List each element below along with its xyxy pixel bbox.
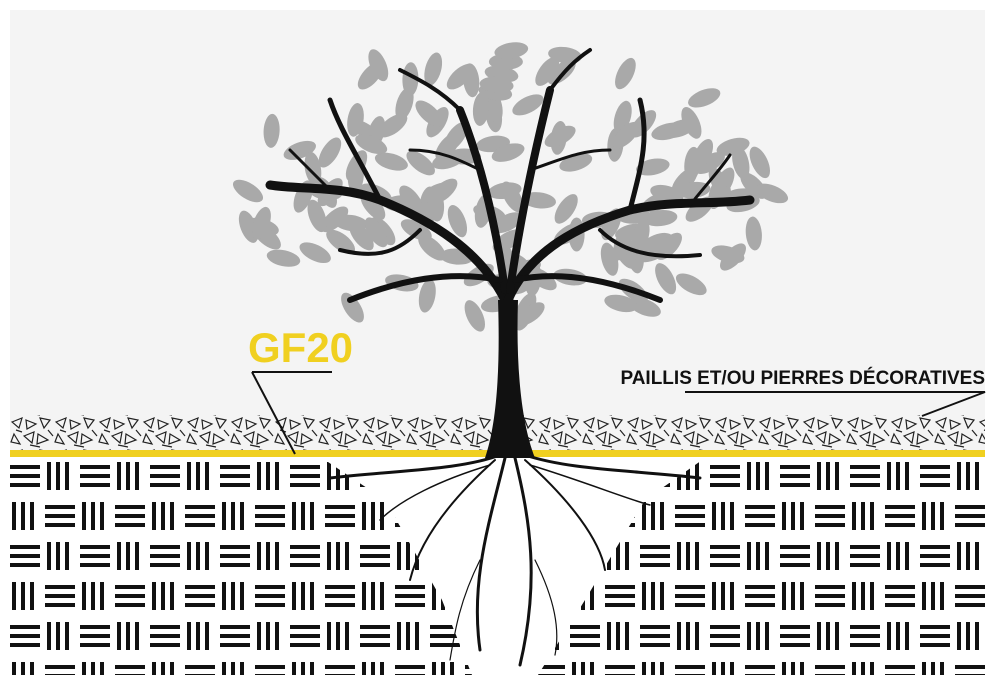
illustration: GF20 PAILLIS ET/OU PIERRES DÉCORATIVES [0,0,995,675]
mulch-label: PAILLIS ET/OU PIERRES DÉCORATIVES [620,367,985,389]
product-label: GF20 [248,324,353,371]
